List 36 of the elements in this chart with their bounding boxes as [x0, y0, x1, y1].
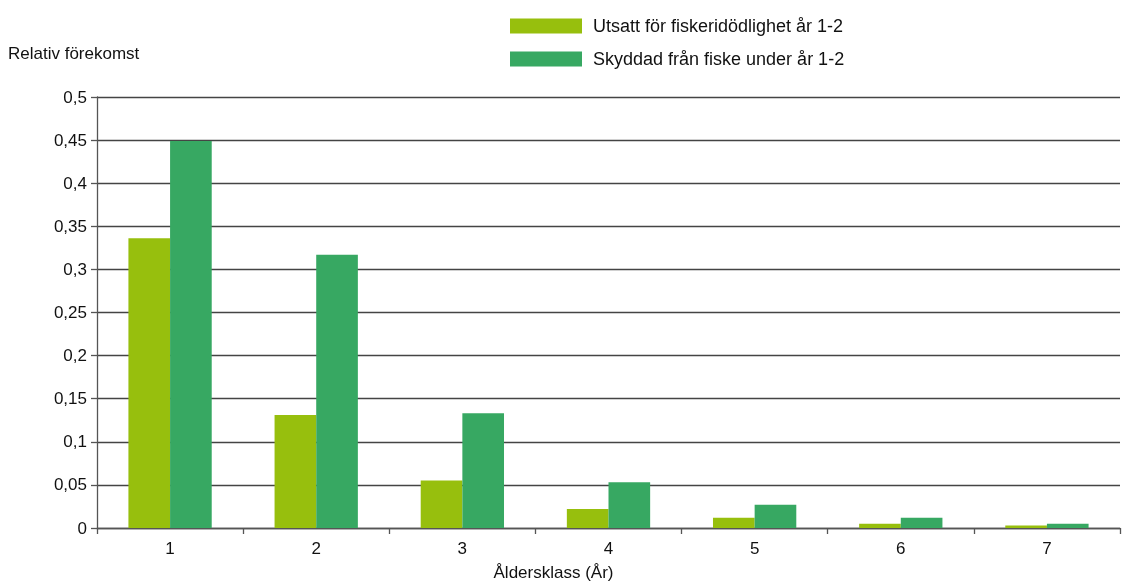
y-tick-label: 0 — [77, 518, 87, 538]
y-axis-title: Relativ förekomst — [8, 44, 140, 63]
x-tick-label: 5 — [749, 539, 760, 558]
bar — [170, 140, 212, 528]
y-tick-label: 0,5 — [63, 87, 87, 107]
legend-label: Utsatt för fiskeridödlighet år 1-2 — [593, 16, 844, 36]
y-tick-label: 0,2 — [63, 346, 87, 366]
x-tick-label: 1 — [165, 539, 175, 558]
x-tick-label: 4 — [603, 539, 614, 558]
bar — [420, 480, 463, 528]
bar — [462, 413, 505, 528]
y-tick-label: 0,05 — [53, 475, 87, 495]
x-tick-label: 6 — [896, 539, 906, 558]
y-tick-label: 0,3 — [63, 259, 87, 279]
bar — [128, 238, 171, 528]
x-tick-label: 7 — [1042, 539, 1052, 558]
bar — [900, 517, 943, 528]
bar — [274, 415, 317, 528]
bar — [316, 254, 358, 528]
bar — [608, 482, 651, 528]
y-tick-label: 0,4 — [63, 173, 87, 193]
y-tick-label: 0,15 — [53, 389, 87, 409]
y-tick-label: 0,25 — [53, 303, 87, 322]
bar — [712, 517, 755, 528]
y-tick-label: 0,1 — [63, 432, 87, 452]
y-tick-label: 0,45 — [53, 130, 87, 150]
bar — [1046, 523, 1089, 528]
bar — [1005, 525, 1047, 528]
bar — [566, 509, 609, 528]
bar — [754, 504, 797, 528]
legend-label: Skyddad från fiske under år 1-2 — [593, 49, 845, 69]
x-tick-label: 3 — [457, 539, 468, 558]
bar — [859, 523, 901, 528]
y-tick-label: 0,35 — [53, 216, 87, 236]
x-axis-title: Åldersklass (År) — [493, 563, 614, 582]
x-tick-label: 2 — [311, 539, 321, 558]
